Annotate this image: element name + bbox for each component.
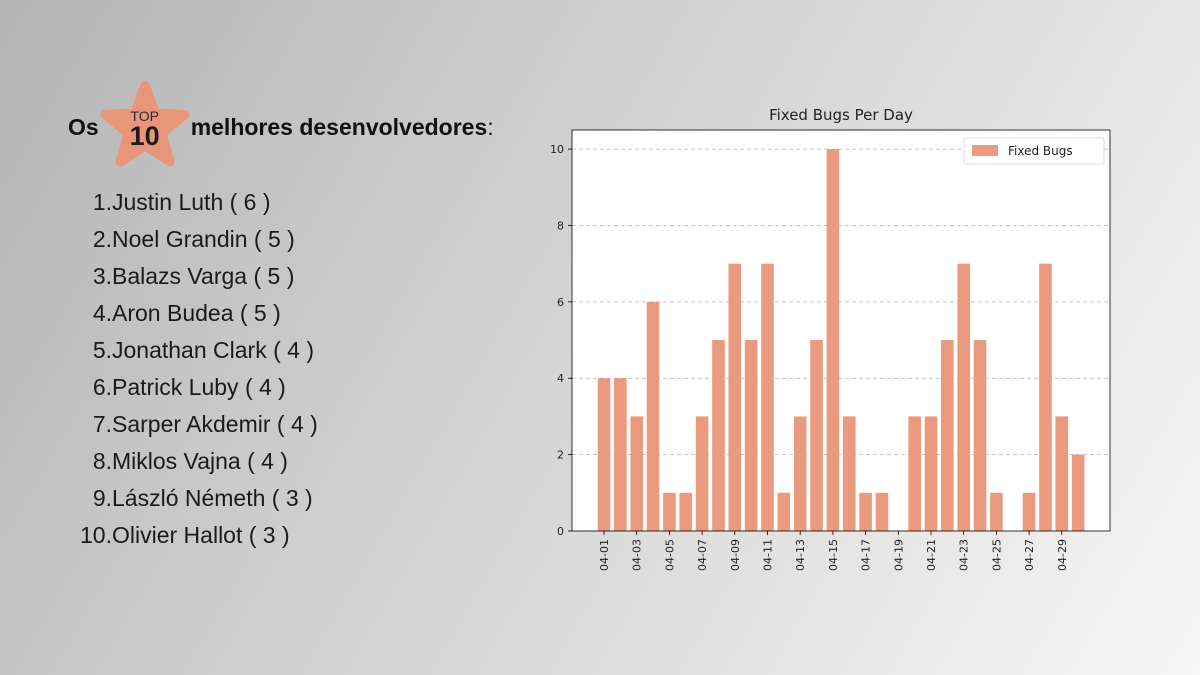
bar bbox=[614, 378, 627, 531]
legend-label: Fixed Bugs bbox=[1008, 144, 1073, 158]
bar bbox=[679, 492, 693, 531]
y-tick-label: 2 bbox=[557, 449, 564, 462]
bar bbox=[777, 492, 791, 531]
bar bbox=[941, 340, 954, 531]
developer-rank: 8. bbox=[92, 448, 112, 474]
x-tick-label: 04-27 bbox=[1023, 539, 1036, 571]
developer-item: 1. Justin Luth ( 6 ) bbox=[70, 184, 318, 221]
developer-item: 9. László Németh ( 3 ) bbox=[70, 480, 318, 517]
developer-item: 2. Noel Grandin ( 5 ) bbox=[70, 221, 318, 258]
bar bbox=[908, 416, 921, 531]
developer-name: Olivier Hallot ( 3 ) bbox=[112, 522, 290, 548]
y-tick-label: 10 bbox=[550, 143, 564, 156]
bar bbox=[597, 378, 611, 531]
bar bbox=[1022, 492, 1036, 531]
x-tick-label: 04-13 bbox=[794, 539, 807, 571]
bar bbox=[630, 416, 643, 531]
developer-rank: 1. bbox=[92, 189, 112, 215]
badge-top-label: TOP bbox=[130, 108, 159, 124]
heading-prefix: Os bbox=[68, 113, 99, 140]
y-tick-label: 8 bbox=[557, 219, 564, 232]
developer-item: 7. Sarper Akdemir ( 4 ) bbox=[70, 406, 318, 443]
legend-box bbox=[963, 137, 1105, 165]
bar bbox=[646, 301, 660, 531]
top-ten-badge: TOP 10 bbox=[97, 81, 193, 173]
x-tick-label: 04-15 bbox=[827, 539, 840, 571]
developer-name: Justin Luth ( 6 ) bbox=[112, 189, 271, 215]
x-tick-label: 04-11 bbox=[762, 539, 775, 571]
x-tick-label: 04-03 bbox=[631, 539, 644, 571]
chart-container: 0 2 4 6 8 10 04-01 04-03 04-05 04-07 04-09 04-11 04-… bbox=[530, 96, 1130, 601]
chart-title: Fixed Bugs Per Day bbox=[769, 106, 913, 124]
developer-name: Noel Grandin ( 5 ) bbox=[112, 226, 295, 252]
x-tick-label: 04-05 bbox=[663, 539, 676, 571]
bar bbox=[793, 416, 807, 531]
developer-rank: 4. bbox=[92, 300, 112, 326]
bar bbox=[924, 416, 938, 531]
bar bbox=[826, 149, 840, 531]
developer-item: 6. Patrick Luby ( 4 ) bbox=[70, 369, 318, 406]
developer-rank: 2. bbox=[92, 226, 112, 252]
legend-swatch bbox=[972, 145, 998, 156]
developer-list: 1. Justin Luth ( 6 ) 2. Noel Grandin ( 5 ) 3… bbox=[70, 184, 318, 554]
developer-rank: 9. bbox=[92, 485, 112, 511]
x-tick-label: 04-29 bbox=[1056, 539, 1069, 571]
bar bbox=[744, 340, 758, 531]
bar bbox=[1071, 454, 1085, 531]
bar bbox=[712, 340, 725, 531]
heading: Os TOP 10 melhores desenvolvedores: bbox=[68, 81, 494, 167]
developer-rank: 5. bbox=[92, 337, 112, 363]
bar bbox=[663, 492, 676, 531]
y-tick-label: 4 bbox=[557, 372, 564, 385]
plot-frame bbox=[571, 129, 1111, 532]
developer-name: Jonathan Clark ( 4 ) bbox=[112, 337, 314, 363]
developer-name: Sarper Akdemir ( 4 ) bbox=[112, 411, 318, 437]
x-tick-label: 04-09 bbox=[729, 539, 742, 571]
x-tick-label: 04-25 bbox=[990, 539, 1003, 571]
bar bbox=[842, 416, 856, 531]
developer-rank: 6. bbox=[92, 374, 112, 400]
developer-item: 3. Balazs Varga ( 5 ) bbox=[70, 258, 318, 295]
x-tick-label: 04-21 bbox=[925, 539, 938, 571]
heading-suffix: melhores desenvolvedores bbox=[190, 113, 488, 140]
developer-rank: 10. bbox=[80, 522, 112, 548]
y-tick-label: 0 bbox=[557, 525, 564, 538]
bar bbox=[1039, 263, 1052, 531]
bar bbox=[957, 263, 970, 531]
developer-rank: 3. bbox=[92, 263, 112, 289]
x-tick-label: 04-07 bbox=[696, 539, 709, 571]
developer-name: László Németh ( 3 ) bbox=[112, 485, 313, 511]
bar bbox=[1055, 416, 1069, 531]
developer-rank: 7. bbox=[92, 411, 112, 437]
bar bbox=[973, 340, 987, 531]
developer-item: 5. Jonathan Clark ( 4 ) bbox=[70, 332, 318, 369]
developer-item: 4. Aron Budea ( 5 ) bbox=[70, 295, 318, 332]
x-tick-label: 04-17 bbox=[860, 539, 873, 571]
bar bbox=[728, 263, 742, 531]
x-tick-label: 04-19 bbox=[892, 539, 905, 571]
bar bbox=[875, 492, 889, 531]
bar bbox=[990, 492, 1003, 531]
fixed-bugs-chart: 0 2 4 6 8 10 04-01 04-03 04-05 04-07 04-09 04-11 04-… bbox=[550, 106, 1111, 571]
star-icon bbox=[100, 81, 190, 167]
developer-name: Patrick Luby ( 4 ) bbox=[112, 374, 286, 400]
plot-area bbox=[572, 130, 1110, 531]
y-tick-label: 6 bbox=[557, 296, 564, 309]
developer-item: 8. Miklos Vajna ( 4 ) bbox=[70, 443, 318, 480]
bar bbox=[859, 492, 872, 531]
x-tick-label: 04-23 bbox=[958, 539, 971, 571]
x-tick-label: 04-01 bbox=[598, 539, 611, 571]
bar bbox=[695, 416, 709, 531]
developer-name: Aron Budea ( 5 ) bbox=[112, 300, 281, 326]
developer-name: Miklos Vajna ( 4 ) bbox=[112, 448, 288, 474]
bar bbox=[761, 263, 774, 531]
bar bbox=[810, 340, 823, 531]
developer-item: 10. Olivier Hallot ( 3 ) bbox=[70, 517, 318, 554]
developer-name: Balazs Varga ( 5 ) bbox=[112, 263, 295, 289]
heading-colon: : bbox=[487, 113, 494, 140]
badge-number: 10 bbox=[129, 121, 160, 151]
